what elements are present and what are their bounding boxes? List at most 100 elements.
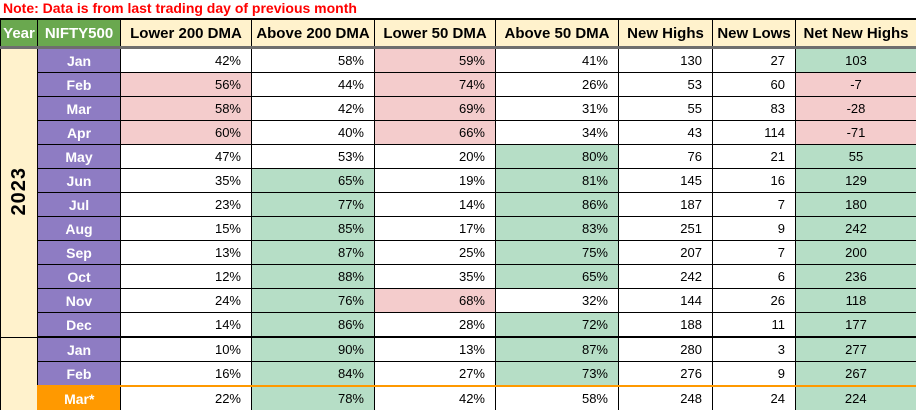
table-row: Jun 35% 65% 19% 81% 145 16 129 — [1, 168, 916, 193]
month-cell-mar: Mar — [37, 96, 121, 121]
table-row: Mar 58% 42% 69% 31% 55 83 -28 — [1, 96, 916, 121]
data-cell: 26 — [712, 288, 796, 313]
data-cell: 180 — [795, 192, 916, 217]
table-row: Nov 24% 76% 68% 32% 144 26 118 — [1, 288, 916, 313]
data-cell: 22% — [120, 385, 252, 410]
data-cell: 12% — [120, 264, 252, 289]
data-cell: 200 — [795, 240, 916, 265]
data-cell: 103 — [795, 47, 916, 73]
table-row: 2023 Jan 42% 58% 59% 41% 130 27 103 — [0, 47, 916, 338]
data-cell: 144 — [618, 288, 713, 313]
data-cell: 242 — [618, 264, 713, 289]
data-cell: 74% — [374, 72, 496, 97]
header-cell-nifty500: NIFTY500 — [37, 18, 121, 49]
data-cell: 60% — [120, 120, 252, 145]
data-cell: 75% — [495, 240, 619, 265]
data-cell: 15% — [120, 216, 252, 241]
data-cell: 41% — [495, 47, 619, 73]
year-cell: 2023 — [0, 47, 38, 338]
data-cell: 267 — [795, 361, 916, 387]
data-cell: 25% — [374, 240, 496, 265]
data-cell: 242 — [795, 216, 916, 241]
data-cell: 35% — [374, 264, 496, 289]
data-cell: 76 — [618, 144, 713, 169]
data-cell: 14% — [374, 192, 496, 217]
data-cell: 28% — [374, 312, 496, 338]
month-cell-jan: Jan — [37, 336, 121, 362]
data-cell: 19% — [374, 168, 496, 193]
data-cell: 224 — [795, 385, 916, 410]
header-cell-above-200-dma: Above 200 DMA — [251, 18, 375, 49]
data-cell: 17% — [374, 216, 496, 241]
data-cell: 114 — [712, 120, 796, 145]
data-cell: 58% — [120, 96, 252, 121]
table-row: Oct 12% 88% 35% 65% 242 6 236 — [1, 264, 916, 289]
data-cell: 81% — [495, 168, 619, 193]
month-cell-oct: Oct — [37, 264, 121, 289]
data-cell: 13% — [120, 240, 252, 265]
data-cell: 6 — [712, 264, 796, 289]
data-cell: 32% — [495, 288, 619, 313]
table-row: Jan 10% 90% 13% 87% 280 3 277 — [0, 336, 916, 410]
table-row: Apr 60% 40% 66% 34% 43 114 -71 — [1, 120, 916, 145]
data-cell: 68% — [374, 288, 496, 313]
data-cell: 9 — [712, 361, 796, 387]
data-cell: 65% — [251, 168, 375, 193]
data-cell: 69% — [374, 96, 496, 121]
data-cell: 3 — [712, 336, 796, 362]
header-cell-net-new-highs: Net New Highs — [795, 18, 916, 49]
data-cell: 35% — [120, 168, 252, 193]
data-cell: 56% — [120, 72, 252, 97]
year-label: 2023 — [7, 167, 30, 216]
data-cell: 31% — [495, 96, 619, 121]
table-row: Sep 13% 87% 25% 75% 207 7 200 — [1, 240, 916, 265]
month-cell-nov: Nov — [37, 288, 121, 313]
month-cell-jan: Jan — [37, 47, 121, 73]
data-cell: 40% — [251, 120, 375, 145]
data-cell: 47% — [120, 144, 252, 169]
month-cell-may: May — [37, 144, 121, 169]
table-row: Feb 56% 44% 74% 26% 53 60 -7 — [1, 72, 916, 97]
data-cell: 23% — [120, 192, 252, 217]
table-row: Aug 15% 85% 17% 83% 251 9 242 — [1, 216, 916, 241]
data-cell: 20% — [374, 144, 496, 169]
data-cell: 276 — [618, 361, 713, 387]
header-cell-lower-50-dma: Lower 50 DMA — [374, 18, 496, 49]
year-cell — [0, 336, 38, 410]
data-cell: 43 — [618, 120, 713, 145]
data-cell: 207 — [618, 240, 713, 265]
data-cell: 24 — [712, 385, 796, 410]
data-cell: 44% — [251, 72, 375, 97]
data-cell: 145 — [618, 168, 713, 193]
data-cell: 83% — [495, 216, 619, 241]
data-cell: 90% — [251, 336, 375, 362]
table-row: Mar* 22% 78% 42% 58% 248 24 224 — [1, 385, 916, 410]
data-cell: 129 — [795, 168, 916, 193]
data-cell: 10% — [120, 336, 252, 362]
data-cell: 87% — [495, 336, 619, 362]
header-cell-lower-200-dma: Lower 200 DMA — [120, 18, 252, 49]
data-cell: 177 — [795, 312, 916, 338]
data-cell: 80% — [495, 144, 619, 169]
data-cell: 34% — [495, 120, 619, 145]
month-cell-mar: Mar* — [36, 385, 121, 410]
table-row: Jul 23% 77% 14% 86% 187 7 180 — [1, 192, 916, 217]
data-cell: 7 — [712, 192, 796, 217]
data-cell: 60 — [712, 72, 796, 97]
data-cell: 85% — [251, 216, 375, 241]
data-cell: 248 — [618, 385, 713, 410]
data-cell: 55 — [618, 96, 713, 121]
data-cell: 277 — [795, 336, 916, 362]
data-cell: 24% — [120, 288, 252, 313]
data-cell: 53% — [251, 144, 375, 169]
data-cell: 73% — [495, 361, 619, 387]
month-cell-sep: Sep — [37, 240, 121, 265]
month-cell-aug: Aug — [37, 216, 121, 241]
data-cell: 58% — [495, 385, 619, 410]
data-cell: -28 — [795, 96, 916, 121]
data-cell: 236 — [795, 264, 916, 289]
data-cell: 27% — [374, 361, 496, 387]
data-cell: 280 — [618, 336, 713, 362]
data-cell: 58% — [251, 47, 375, 73]
